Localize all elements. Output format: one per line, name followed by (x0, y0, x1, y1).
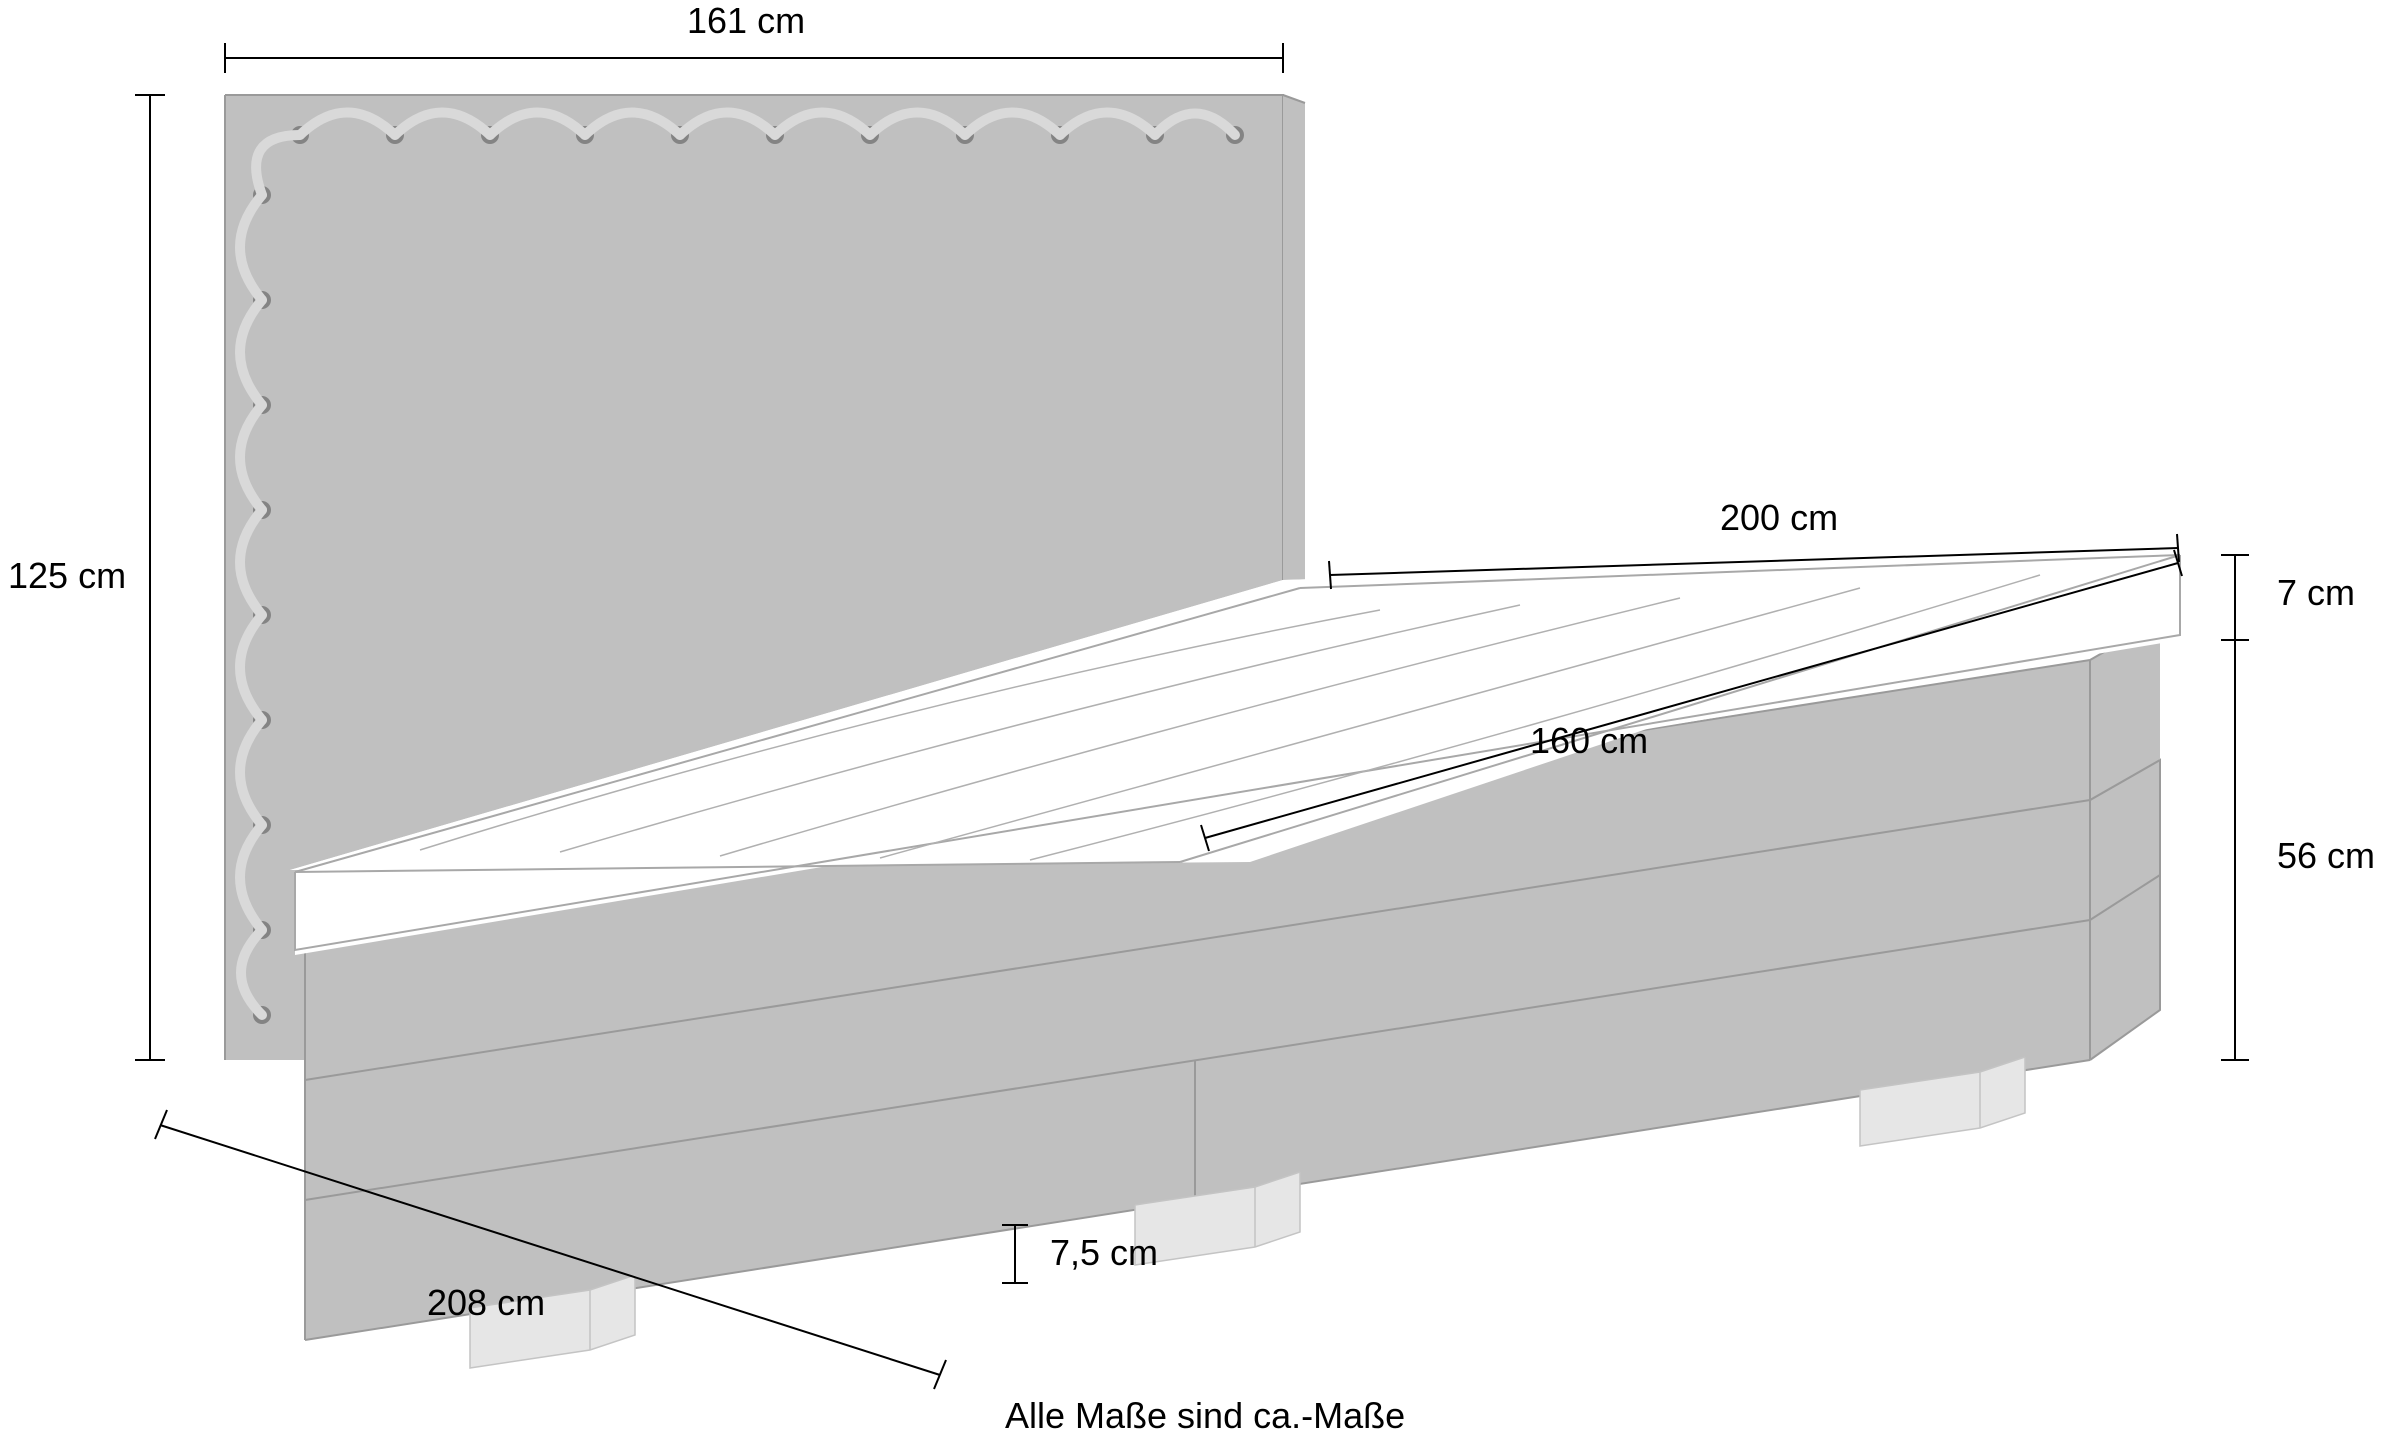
diagram-svg (0, 0, 2400, 1446)
headboard-rope-left (240, 135, 300, 1024)
bed-drawing (225, 95, 2180, 1368)
dim-label-total-height: 125 cm (8, 555, 126, 597)
dim-label-mattress-length: 200 cm (1720, 497, 1838, 539)
diagram-stage: 161 cm 125 cm 208 cm 7,5 cm 200 cm 160 c… (0, 0, 2400, 1446)
bed-foot-right (1860, 1057, 2025, 1146)
dim-label-mattress-width: 160 cm (1530, 720, 1648, 762)
dim-label-topper-height: 7 cm (2277, 572, 2355, 614)
dimension-lines (135, 43, 2249, 1389)
dim-label-foot-height: 7,5 cm (1050, 1232, 1158, 1274)
headboard-rope-top (291, 113, 1244, 145)
dim-label-total-depth: 208 cm (427, 1282, 545, 1324)
dim-label-headboard-width: 161 cm (687, 0, 805, 42)
footnote: Alle Maße sind ca.-Maße (1005, 1395, 1405, 1437)
dim-label-base-height: 56 cm (2277, 835, 2375, 877)
bed-foot-center (1135, 1172, 1300, 1265)
